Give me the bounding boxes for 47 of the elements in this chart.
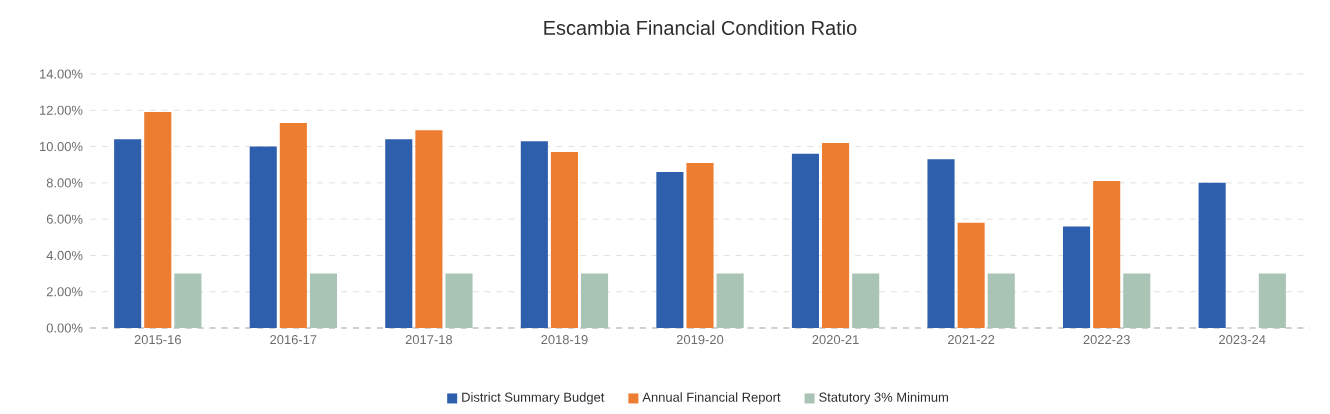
bar	[550, 152, 578, 328]
y-tick-label: 2.00%	[46, 287, 83, 297]
y-tick-label: 4.00%	[46, 250, 83, 261]
bar	[1198, 182, 1226, 328]
y-tick-label: 14.00%	[40, 69, 83, 79]
x-tick-label: 2019-20	[676, 335, 724, 345]
bar	[520, 141, 548, 328]
bar	[279, 122, 307, 328]
bar	[1063, 226, 1091, 328]
bar	[957, 222, 985, 328]
bar	[791, 153, 819, 328]
bar	[445, 273, 473, 328]
bar	[822, 142, 850, 328]
x-tick-label: 2015-16	[134, 335, 181, 345]
x-tick-label: 2016-17	[270, 335, 317, 345]
y-tick-label: 0.00%	[46, 323, 83, 333]
legend-label: District Summary Budget	[462, 392, 605, 405]
legend-label: Statutory 3% Minimum	[819, 392, 948, 405]
bar	[309, 273, 337, 328]
bar	[686, 162, 714, 328]
legend-label: Annual Financial Report	[642, 392, 781, 405]
bar	[1258, 273, 1286, 328]
bar	[1093, 181, 1121, 328]
x-tick-label: 2021-22	[948, 335, 995, 345]
bar	[114, 139, 142, 328]
y-tick-label: 8.00%	[46, 178, 83, 188]
chart-title: Escambia Financial Condition Ratio	[544, 20, 857, 35]
y-tick-label: 6.00%	[46, 214, 83, 224]
bar	[415, 130, 443, 328]
bar	[656, 171, 684, 328]
bar	[249, 146, 277, 328]
y-tick-label: 10.00%	[40, 142, 83, 152]
y-tick-label: 12.00%	[40, 105, 83, 115]
bar	[852, 273, 880, 328]
x-tick-label: 2023-24	[1219, 335, 1266, 345]
bar	[385, 139, 413, 328]
bar	[927, 159, 955, 328]
bar	[987, 273, 1015, 328]
x-tick-label: 2022-23	[1083, 335, 1130, 345]
x-tick-label: 2017-18	[405, 335, 453, 345]
bar	[144, 112, 172, 328]
bar	[716, 273, 744, 328]
bar	[1123, 273, 1151, 328]
bar	[174, 273, 202, 328]
x-tick-label: 2020-21	[812, 335, 859, 345]
x-tick-label: 2018-19	[541, 335, 588, 345]
bar	[581, 273, 609, 328]
